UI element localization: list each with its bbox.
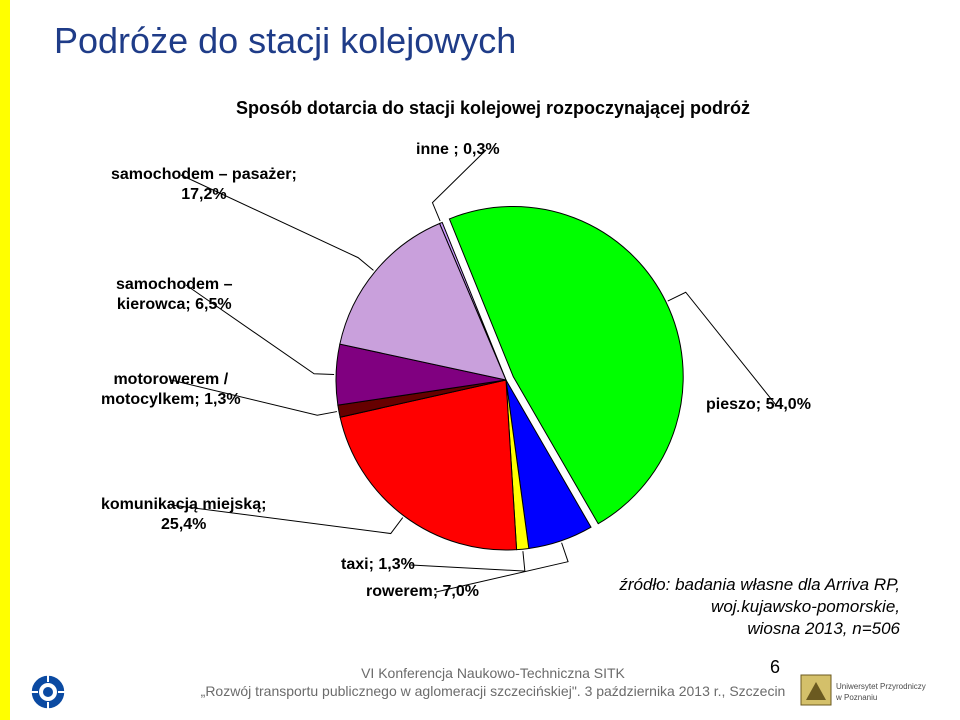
label-motorower: motorowerem /motocylkem; 1,3%: [101, 370, 241, 410]
svg-text:w Poznaniu: w Poznaniu: [835, 693, 877, 702]
university-logo: Uniwersytet Przyrodniczy w Poznaniu: [800, 674, 950, 708]
source-line2: woj.kujawsko-pomorskie,: [711, 597, 900, 616]
source-citation: źródło: badania własne dla Arriva RP, wo…: [619, 574, 900, 640]
source-line3: wiosna 2013, n=506: [747, 619, 900, 638]
label-rowerem: rowerem; 7,0%: [366, 582, 479, 602]
sidebar-text-col: Michał Beim: Węzły intermodalne: [10, 0, 26, 720]
footer-line1: VI Konferencja Naukowo-Techniczna SITK: [361, 665, 625, 681]
source-line1: źródło: badania własne dla Arriva RP,: [619, 575, 900, 594]
footer-line2: „Rozwój transportu publicznego w aglomer…: [201, 683, 786, 699]
label-sam_pasazer: samochodem – pasażer;17,2%: [111, 165, 297, 205]
leader-taxi: [411, 551, 525, 571]
page-number: 6: [770, 657, 780, 678]
label-pieszo: pieszo; 54,0%: [706, 395, 811, 415]
label-inne: inne ; 0,3%: [416, 140, 500, 160]
footer: VI Konferencja Naukowo-Techniczna SITK „…: [26, 664, 960, 714]
label-komunikacja: komunikacją miejską;25,4%: [101, 495, 266, 535]
page-title: Podróże do stacji kolejowych: [54, 20, 516, 62]
pie-chart: inne ; 0,3% pieszo; 54,0% rowerem; 7,0% tax…: [26, 125, 960, 605]
label-taxi: taxi; 1,3%: [341, 555, 415, 575]
chart-subtitle: Sposób dotarcia do stacji kolejowej rozp…: [26, 98, 960, 119]
leader-pieszo: [668, 292, 776, 405]
label-sam_kierowca: samochodem –kierowca; 6,5%: [116, 275, 232, 315]
svg-text:Uniwersytet Przyrodniczy: Uniwersytet Przyrodniczy: [836, 682, 926, 691]
sidebar: Michał Beim: Węzły intermodalne: [0, 0, 26, 720]
page-content: Podróże do stacji kolejowych Sposób dota…: [26, 0, 960, 720]
sidebar-accent: [0, 0, 10, 720]
